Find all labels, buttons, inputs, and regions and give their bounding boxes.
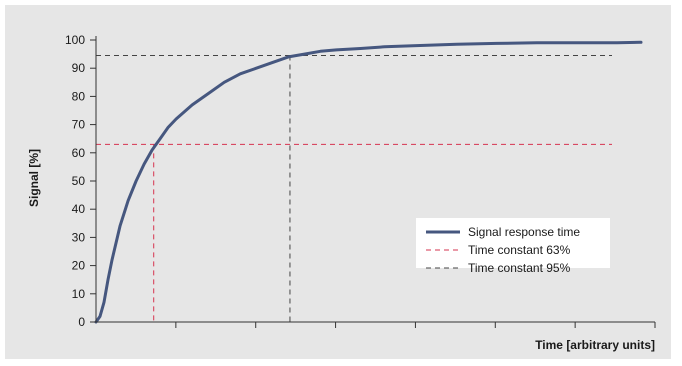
y-tick-label: 70: [72, 118, 86, 132]
chart-frame: [5, 5, 671, 359]
y-tick-label: 40: [72, 202, 86, 216]
y-tick-label: 0: [78, 315, 85, 329]
curve-layer: [94, 40, 643, 324]
signal-response-line: [94, 40, 643, 324]
y-tick-label: 20: [72, 259, 86, 273]
y-tick-label: 10: [72, 287, 86, 301]
guide-lines: [96, 55, 612, 322]
y-tick-label: 30: [72, 230, 86, 244]
y-axis-title: Signal [%]: [27, 149, 41, 207]
y-tick-label: 60: [72, 146, 86, 160]
legend: Signal response time Time constant 63% Tim…: [416, 218, 610, 275]
y-tick-label: 80: [72, 89, 86, 103]
legend-entry: Time constant 63%: [468, 243, 571, 257]
y-tick-label: 100: [65, 33, 85, 47]
y-tick-label: 90: [72, 61, 86, 75]
axes: 0 10 20 30 40 50 60 70 80 90 100: [65, 33, 656, 329]
y-tick-label: 50: [72, 174, 86, 188]
x-axis-title: Time [arbitrary units]: [535, 338, 655, 352]
legend-entry: Time constant 95%: [468, 261, 571, 275]
legend-entry: Signal response time: [468, 225, 580, 239]
legend-box: [416, 218, 610, 268]
